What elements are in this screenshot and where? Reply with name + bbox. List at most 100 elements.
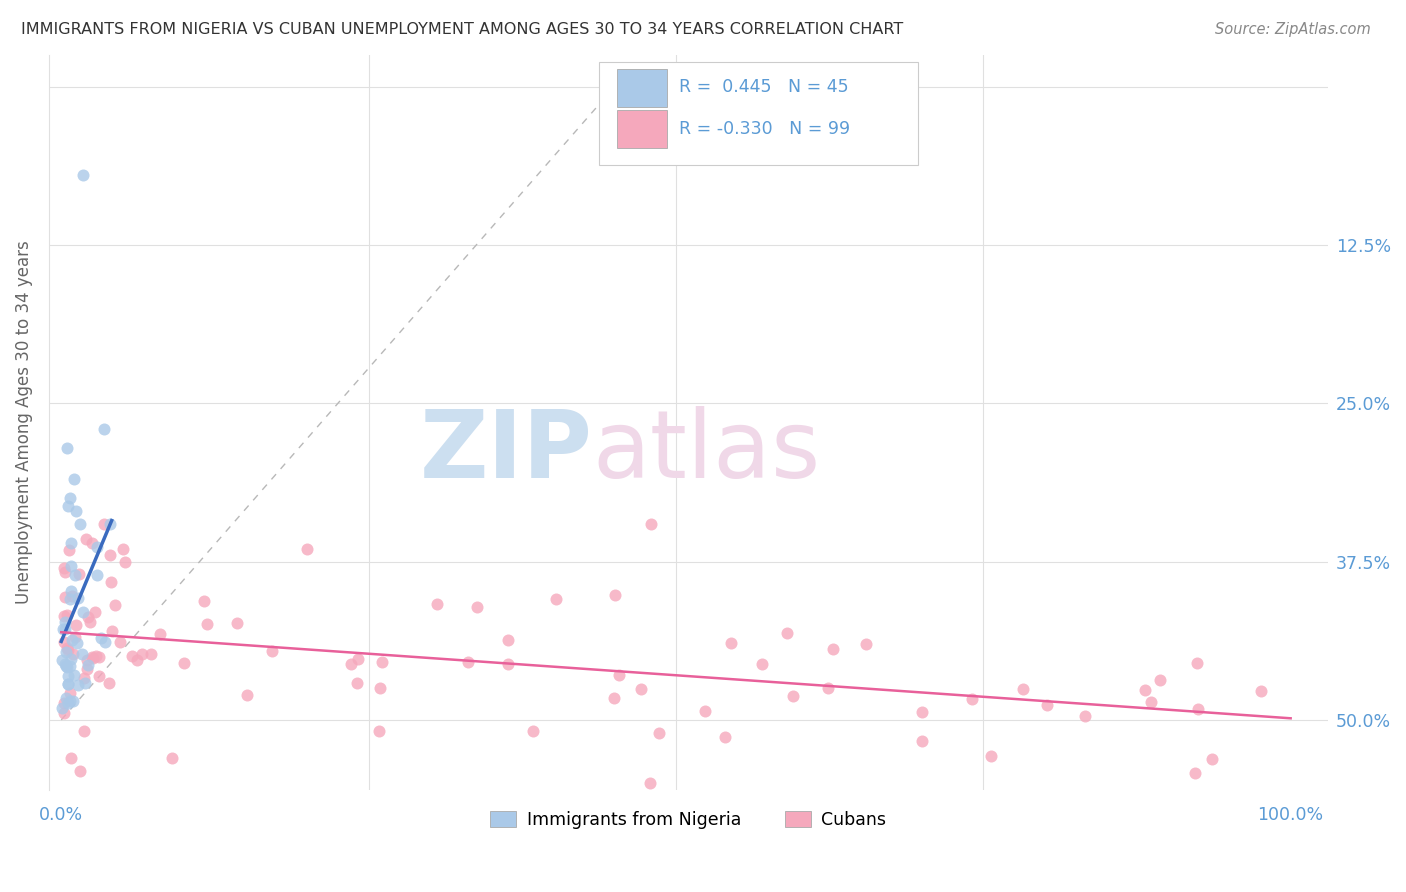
- Point: [980, 748, 1002, 763]
- Point: [714, 731, 737, 745]
- Point: [1185, 656, 1208, 670]
- Point: [67, 678, 90, 692]
- Point: [52, 623, 75, 637]
- Point: [104, 599, 127, 613]
- Point: [62, 647, 84, 661]
- Point: [640, 776, 662, 790]
- Point: [603, 691, 626, 706]
- Point: [65, 504, 87, 518]
- Point: [62, 668, 84, 682]
- Text: Source: ZipAtlas.com: Source: ZipAtlas.com: [1215, 22, 1371, 37]
- Point: [53, 657, 76, 672]
- Point: [56, 499, 79, 513]
- Point: [55, 645, 77, 659]
- Point: [236, 688, 259, 702]
- Point: [371, 655, 394, 669]
- Point: [59, 659, 82, 673]
- Point: [60, 559, 83, 574]
- Point: [53, 696, 76, 710]
- Point: [193, 594, 215, 608]
- Point: [59, 694, 82, 708]
- Point: [56, 641, 79, 656]
- Point: [60, 589, 83, 603]
- Point: [76, 653, 98, 667]
- Point: [149, 626, 172, 640]
- Point: [77, 610, 100, 624]
- Point: [139, 647, 162, 661]
- Point: [66, 591, 89, 605]
- Point: [1135, 682, 1157, 697]
- Point: [546, 592, 568, 607]
- Point: [1012, 682, 1035, 697]
- Point: [776, 626, 799, 640]
- Point: [52, 635, 75, 649]
- Point: [59, 592, 82, 607]
- Point: [55, 690, 77, 705]
- Point: [75, 533, 97, 547]
- Point: [93, 422, 115, 436]
- Point: [63, 568, 86, 582]
- Point: [496, 632, 519, 647]
- Point: [58, 643, 80, 657]
- Point: [77, 658, 100, 673]
- Point: [59, 686, 82, 700]
- Point: [962, 692, 984, 706]
- Point: [76, 662, 98, 676]
- Legend: Immigrants from Nigeria, Cubans: Immigrants from Nigeria, Cubans: [484, 804, 893, 836]
- Point: [782, 689, 804, 703]
- Point: [112, 541, 135, 556]
- Point: [89, 649, 111, 664]
- Point: [100, 516, 122, 531]
- Point: [60, 652, 83, 666]
- Point: [368, 724, 391, 739]
- Point: [86, 540, 108, 554]
- Point: [121, 648, 143, 663]
- Point: [86, 567, 108, 582]
- Point: [125, 652, 148, 666]
- Point: [817, 681, 839, 695]
- Point: [911, 705, 934, 719]
- Point: [72, 169, 94, 183]
- Point: [648, 726, 671, 740]
- Point: [56, 677, 79, 691]
- Point: [1187, 702, 1209, 716]
- Point: [295, 541, 318, 556]
- Point: [131, 648, 153, 662]
- Point: [603, 588, 626, 602]
- Point: [82, 650, 104, 665]
- Text: ZIP: ZIP: [419, 406, 592, 498]
- Point: [346, 676, 368, 690]
- Point: [467, 599, 489, 614]
- Point: [855, 637, 877, 651]
- Point: [1140, 695, 1163, 709]
- Point: [53, 591, 76, 605]
- Point: [55, 658, 77, 673]
- Point: [368, 681, 391, 696]
- Point: [100, 574, 122, 589]
- Point: [59, 491, 82, 506]
- Point: [86, 649, 108, 664]
- Point: [347, 651, 370, 665]
- Point: [56, 669, 79, 683]
- Point: [90, 631, 112, 645]
- Text: R = -0.330   N = 99: R = -0.330 N = 99: [679, 120, 851, 137]
- Point: [84, 605, 107, 619]
- Point: [911, 733, 934, 747]
- Point: [62, 472, 84, 486]
- Point: [59, 583, 82, 598]
- Point: [225, 616, 247, 631]
- Point: [340, 657, 363, 671]
- Point: [160, 751, 183, 765]
- Point: [1149, 673, 1171, 687]
- Point: [751, 657, 773, 671]
- Point: [98, 675, 121, 690]
- Text: R =  0.445   N = 45: R = 0.445 N = 45: [679, 78, 849, 95]
- Point: [58, 543, 80, 558]
- Point: [609, 668, 631, 682]
- Point: [100, 549, 122, 563]
- Point: [56, 441, 79, 455]
- Point: [1036, 698, 1059, 712]
- Y-axis label: Unemployment Among Ages 30 to 34 years: Unemployment Among Ages 30 to 34 years: [15, 241, 32, 604]
- Point: [60, 751, 83, 765]
- Point: [52, 706, 75, 720]
